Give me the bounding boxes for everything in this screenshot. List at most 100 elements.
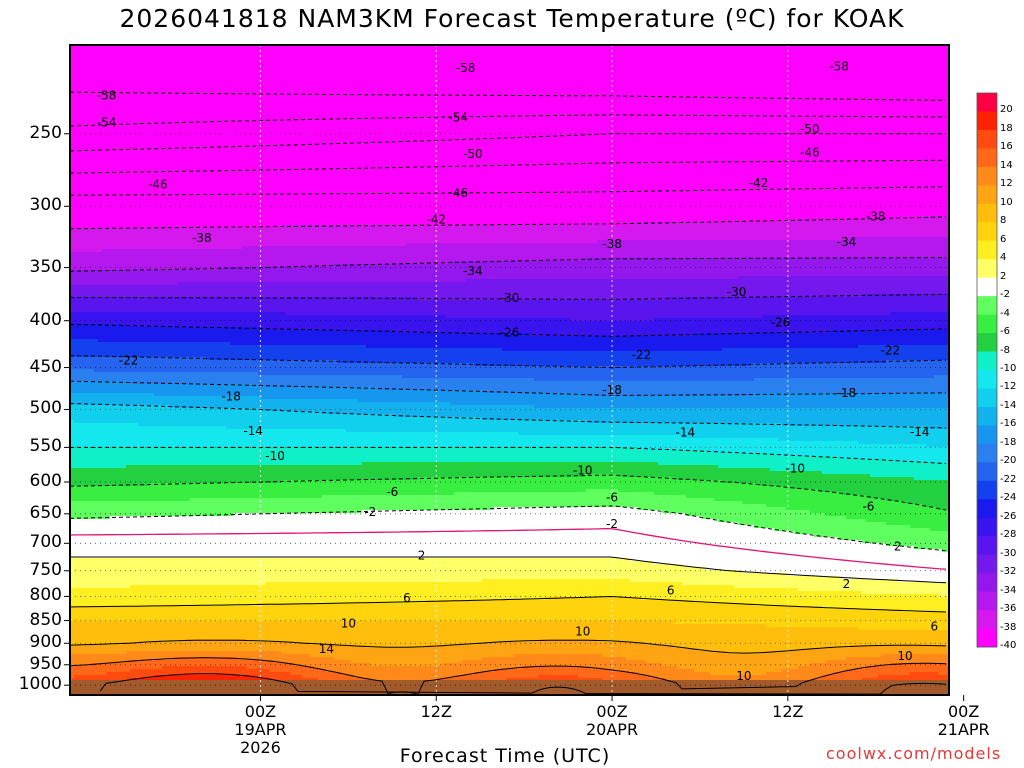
heat-cell — [118, 477, 123, 481]
heat-cell — [86, 570, 91, 574]
heat-cell — [106, 474, 111, 478]
heat-cell — [138, 582, 143, 586]
heat-cell — [122, 426, 127, 430]
heat-cell — [142, 435, 147, 439]
heat-cell — [106, 111, 111, 115]
heat-cell — [130, 165, 135, 169]
heat-cell — [130, 570, 135, 574]
heat-cell — [90, 360, 95, 364]
heat-cell — [138, 474, 143, 478]
heat-cell — [110, 546, 115, 550]
heat-cell — [70, 549, 75, 553]
heat-cell — [98, 318, 103, 322]
heat-cell — [138, 498, 143, 502]
heat-cell — [110, 396, 115, 400]
heat-cell — [106, 405, 111, 409]
heat-cell — [82, 591, 87, 595]
heat-cell — [118, 465, 123, 469]
heat-cell — [82, 528, 87, 532]
heat-cell — [142, 513, 147, 517]
heat-cell — [154, 492, 159, 496]
heat-cell — [154, 219, 159, 223]
heat-cell — [94, 357, 99, 361]
heat-cell — [106, 321, 111, 325]
heat-cell — [146, 573, 151, 577]
heat-cell — [126, 318, 131, 322]
heat-cell — [102, 453, 107, 457]
heat-cell — [74, 342, 79, 346]
heat-cell — [74, 168, 79, 172]
heat-cell — [154, 288, 159, 292]
heat-cell — [130, 612, 135, 616]
heat-cell — [122, 549, 127, 553]
heat-cell — [146, 270, 151, 274]
heat-cell — [98, 321, 103, 325]
heat-cell — [78, 249, 83, 253]
heat-cell — [118, 606, 123, 610]
heat-cell — [82, 261, 87, 265]
heat-cell — [110, 288, 115, 292]
heat-cell — [98, 168, 103, 172]
heat-cell — [106, 513, 111, 517]
heat-cell — [114, 360, 119, 364]
heat-cell — [138, 246, 143, 250]
heat-cell — [78, 48, 83, 52]
heat-cell — [150, 258, 155, 262]
heat-cell — [78, 612, 83, 616]
heat-cell — [110, 543, 115, 547]
heat-cell — [78, 669, 83, 673]
heat-cell — [134, 657, 139, 661]
heat-cell — [150, 444, 155, 448]
heat-cell — [94, 477, 99, 481]
heat-cell — [130, 339, 135, 343]
heat-cell — [122, 261, 127, 265]
heat-cell — [82, 654, 87, 658]
heat-cell — [102, 519, 107, 523]
heat-cell — [114, 192, 119, 196]
heat-cell — [94, 282, 99, 286]
heat-cell — [82, 219, 87, 223]
heat-cell — [90, 525, 95, 529]
heat-cell — [110, 195, 115, 199]
heat-cell — [134, 297, 139, 301]
heat-cell — [138, 309, 143, 313]
heat-cell — [90, 630, 95, 634]
heat-cell — [138, 189, 143, 193]
heat-cell — [90, 45, 95, 49]
heat-cell — [86, 552, 91, 556]
heat-cell — [78, 78, 83, 82]
heat-cell — [126, 126, 131, 130]
heat-cell — [86, 525, 91, 529]
heat-cell — [102, 621, 107, 625]
heat-cell — [102, 666, 107, 670]
heat-cell — [106, 561, 111, 565]
heat-cell — [154, 204, 159, 208]
heat-cell — [150, 264, 155, 268]
heat-cell — [74, 642, 79, 646]
heat-cell — [74, 669, 79, 673]
heat-cell — [86, 252, 91, 256]
heat-cell — [90, 510, 95, 514]
heat-cell — [114, 195, 119, 199]
heat-cell — [114, 561, 119, 565]
heat-cell — [86, 447, 91, 451]
heat-cell — [138, 552, 143, 556]
heat-cell — [146, 465, 151, 469]
heat-cell — [82, 285, 87, 289]
heat-cell — [70, 225, 75, 229]
heat-cell — [82, 564, 87, 568]
heat-cell — [98, 534, 103, 538]
heat-cell — [158, 432, 163, 436]
heat-cell — [158, 645, 163, 649]
heat-cell — [142, 597, 147, 601]
heat-cell — [102, 675, 107, 679]
heat-cell — [114, 210, 119, 214]
heat-cell — [146, 183, 151, 187]
heat-cell — [82, 624, 87, 628]
heat-cell — [74, 495, 79, 499]
heat-cell — [130, 273, 135, 277]
heat-cell — [82, 579, 87, 583]
heat-cell — [94, 579, 99, 583]
heat-cell — [70, 75, 75, 79]
heat-cell — [82, 99, 87, 103]
